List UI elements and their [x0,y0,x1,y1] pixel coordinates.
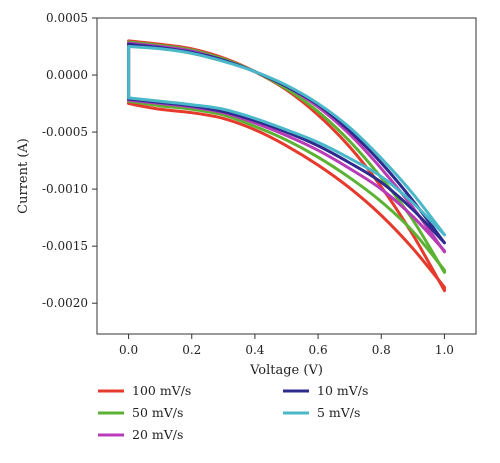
legend-label-20-mv-s: 20 mV/s [132,427,183,442]
legend: 100 mV/s 50 mV/s 20 mV/s 10 mV/s 5 mV/s [98,383,368,442]
legend-label-10-mv-s: 10 mV/s [317,383,368,398]
y-tick-label: 0.0000 [46,68,88,82]
x-tick-label: 1.0 [435,343,454,357]
x-tick-label: 0.2 [182,343,201,357]
y-tick-label: -0.0005 [42,125,88,139]
x-tick-label: 0.0 [119,343,138,357]
legend-label-5-mv-s: 5 mV/s [317,405,360,420]
x-axis: 0.0 0.2 0.4 0.6 0.8 1.0 [119,334,454,357]
y-tick-label: 0.0005 [46,11,88,25]
y-axis: 0.0005 0.0000 -0.0005 -0.0010 -0.0015 -0.0020 [42,11,97,310]
x-axis-title: Voltage (V) [249,363,323,378]
series-10-mv-s-upper-curve [127,42,446,245]
series-layer [127,39,446,293]
y-tick-label: -0.0010 [42,182,88,196]
series-5-mv-s-upper-curve [127,45,446,237]
series-100-mv-s-lower-curve [127,102,446,289]
x-tick-label: 0.8 [372,343,391,357]
plot-frame [96,17,477,335]
series-50-mv-s-upper-curve [127,40,446,274]
series-50-mv-s-lower-curve [127,99,446,272]
x-tick-label: 0.6 [309,343,328,357]
x-tick-label: 0.4 [245,343,264,357]
series-10-mv-s-lower-curve [127,97,446,245]
series-5-mv-s-lower-curve [127,96,446,237]
legend-label-50-mv-s: 50 mV/s [132,405,183,420]
series-100-mv-s-upper-curve [127,39,446,293]
y-tick-label: -0.0020 [42,296,88,310]
legend-label-100-mv-s: 100 mV/s [132,383,191,398]
y-tick-label: -0.0015 [42,239,88,253]
y-axis-title: Current (A) [16,138,31,214]
